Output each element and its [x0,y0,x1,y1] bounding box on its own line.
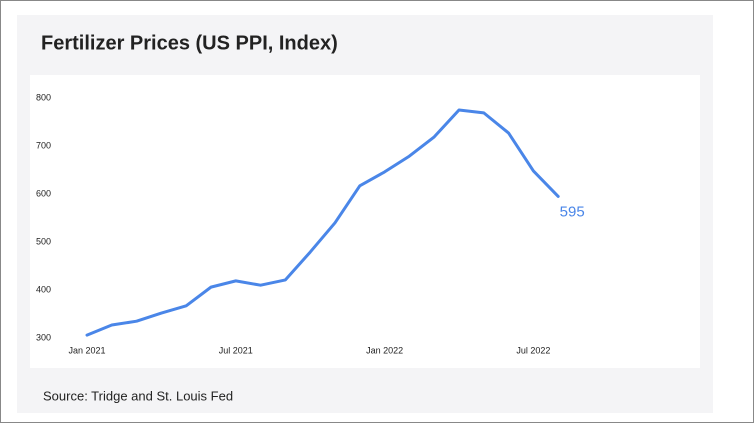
line [85,108,560,337]
y-tick-label: 600 [36,188,51,198]
value-label: 595 [560,203,585,220]
y-tick-label: 800 [36,92,51,102]
y-tick-label: 700 [36,140,51,150]
plot-panel [30,75,700,368]
x-tick-label: Jan 2021 [68,345,105,355]
x-tick-label: Jul 2022 [516,345,550,355]
y-tick-label: 500 [36,236,51,246]
x-tick-label: Jan 2022 [366,345,403,355]
source: Source: Tridge and St. Louis Fed [43,388,233,403]
chart-title: Fertilizer Prices (US PPI, Index) [41,32,338,54]
y-tick-label: 400 [36,284,51,294]
x-tick-label: Jul 2021 [219,345,253,355]
y-tick-label: 300 [36,332,51,342]
